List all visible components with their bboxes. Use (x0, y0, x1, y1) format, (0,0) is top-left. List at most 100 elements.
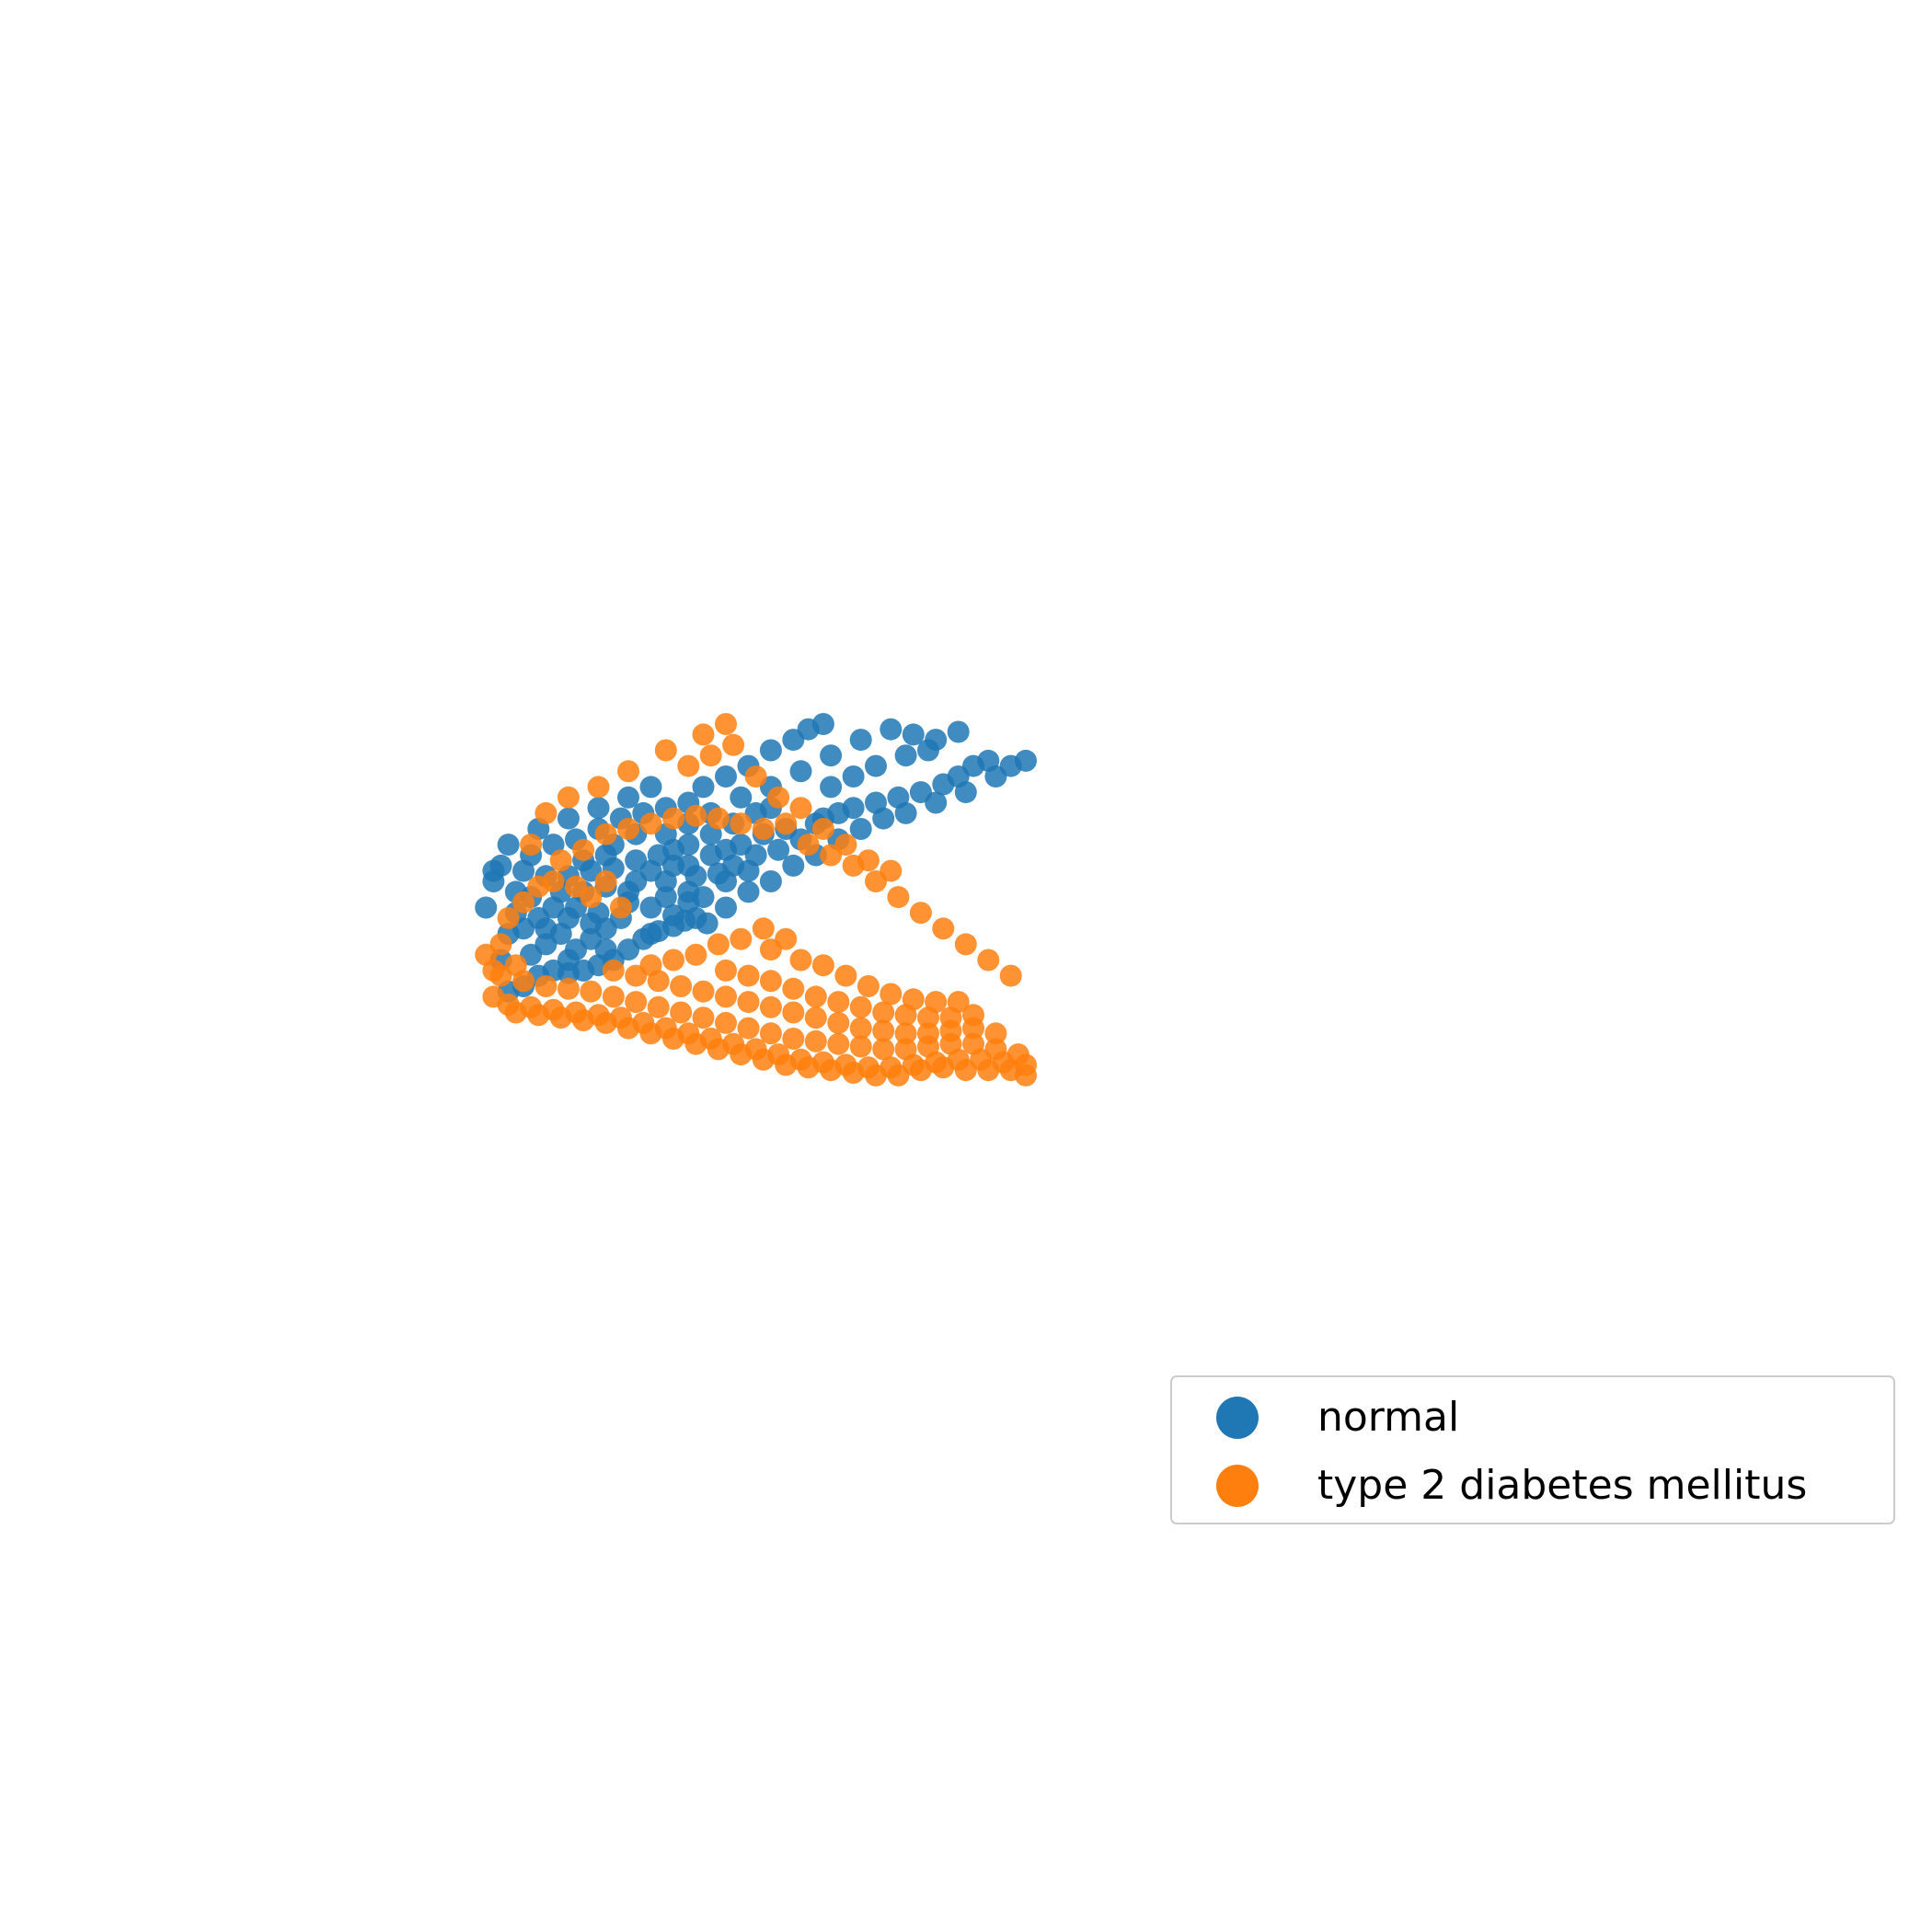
point-type-2-diabetes-mellitus (797, 1056, 820, 1079)
point-type-2-diabetes-mellitus (715, 713, 737, 735)
point-normal (880, 718, 903, 741)
point-normal (849, 818, 872, 840)
point-type-2-diabetes-mellitus (759, 995, 782, 1018)
point-type-2-diabetes-mellitus (834, 834, 857, 857)
point-normal (865, 754, 887, 777)
point-normal (894, 744, 917, 767)
point-normal (744, 844, 767, 867)
point-normal (842, 765, 865, 788)
point-type-2-diabetes-mellitus (535, 975, 558, 997)
point-normal (1015, 749, 1037, 772)
point-normal (497, 834, 520, 857)
point-type-2-diabetes-mellitus (857, 975, 880, 997)
point-type-2-diabetes-mellitus (549, 849, 572, 872)
point-normal (715, 765, 737, 788)
point-type-2-diabetes-mellitus (775, 1053, 798, 1076)
point-type-2-diabetes-mellitus (857, 849, 880, 872)
point-type-2-diabetes-mellitus (909, 902, 932, 925)
point-normal (842, 797, 865, 820)
point-type-2-diabetes-mellitus (849, 995, 872, 1018)
point-type-2-diabetes-mellitus (497, 906, 520, 929)
point-type-2-diabetes-mellitus (504, 954, 527, 977)
point-type-2-diabetes-mellitus (880, 859, 903, 882)
point-normal (580, 912, 603, 935)
point-normal (820, 776, 843, 799)
point-type-2-diabetes-mellitus (804, 985, 827, 1008)
point-type-2-diabetes-mellitus (520, 834, 543, 857)
point-type-2-diabetes-mellitus (872, 1001, 895, 1024)
point-type-2-diabetes-mellitus (684, 804, 707, 827)
point-normal (617, 786, 639, 809)
point-type-2-diabetes-mellitus (692, 980, 715, 1003)
point-normal (715, 870, 737, 892)
point-normal (767, 838, 790, 861)
point-type-2-diabetes-mellitus (804, 1029, 827, 1052)
point-type-2-diabetes-mellitus (834, 964, 857, 987)
point-type-2-diabetes-mellitus (767, 786, 790, 809)
point-type-2-diabetes-mellitus (549, 1006, 572, 1029)
point-normal (662, 904, 684, 926)
point-type-2-diabetes-mellitus (654, 739, 677, 762)
point-type-2-diabetes-mellitus (692, 1006, 715, 1029)
point-type-2-diabetes-mellitus (880, 983, 903, 1006)
point-normal (954, 781, 977, 804)
point-type-2-diabetes-mellitus (865, 1064, 887, 1087)
point-type-2-diabetes-mellitus (639, 1022, 662, 1045)
legend-label-type-2-diabetes-mellitus: type 2 diabetes mellitus (1317, 1462, 1808, 1509)
point-normal (917, 739, 939, 762)
point-normal (789, 760, 812, 783)
point-type-2-diabetes-mellitus (752, 818, 775, 840)
point-type-2-diabetes-mellitus (789, 949, 812, 972)
point-type-2-diabetes-mellitus (670, 1001, 693, 1024)
point-normal (872, 807, 895, 830)
point-type-2-diabetes-mellitus (827, 991, 850, 1014)
point-type-2-diabetes-mellitus (670, 975, 693, 997)
point-type-2-diabetes-mellitus (902, 988, 925, 1011)
point-normal (947, 720, 970, 743)
point-type-2-diabetes-mellitus (849, 1035, 872, 1058)
point-type-2-diabetes-mellitus (977, 949, 1000, 972)
point-normal (639, 859, 662, 882)
point-normal (677, 891, 700, 914)
point-normal (639, 776, 662, 799)
point-normal (557, 949, 580, 972)
point-normal (820, 744, 843, 767)
point-normal (482, 859, 505, 882)
point-type-2-diabetes-mellitus (602, 959, 625, 982)
point-type-2-diabetes-mellitus (954, 933, 977, 956)
point-type-2-diabetes-mellitus (602, 985, 625, 1008)
point-normal (639, 923, 662, 945)
point-type-2-diabetes-mellitus (752, 1048, 775, 1071)
point-type-2-diabetes-mellitus (820, 1059, 843, 1082)
point-type-2-diabetes-mellitus (639, 812, 662, 835)
point-type-2-diabetes-mellitus (707, 1038, 730, 1061)
point-type-2-diabetes-mellitus (594, 1011, 617, 1034)
point-type-2-diabetes-mellitus (699, 744, 722, 767)
legend-marker-normal (1216, 1397, 1259, 1439)
points-layer (475, 713, 1037, 1087)
point-type-2-diabetes-mellitus (722, 733, 745, 756)
point-type-2-diabetes-mellitus (984, 1022, 1007, 1045)
point-normal (557, 906, 580, 929)
point-normal (902, 723, 925, 746)
point-type-2-diabetes-mellitus (849, 1017, 872, 1040)
point-type-2-diabetes-mellitus (594, 870, 617, 892)
point-type-2-diabetes-mellitus (737, 991, 760, 1014)
point-type-2-diabetes-mellitus (617, 818, 639, 840)
point-type-2-diabetes-mellitus (677, 754, 700, 777)
legend-marker-type-2-diabetes-mellitus (1216, 1465, 1259, 1507)
point-type-2-diabetes-mellitus (617, 1017, 639, 1040)
point-normal (715, 896, 737, 919)
point-type-2-diabetes-mellitus (542, 870, 565, 892)
point-type-2-diabetes-mellitus (482, 959, 505, 982)
point-type-2-diabetes-mellitus (684, 943, 707, 966)
point-type-2-diabetes-mellitus (811, 954, 834, 977)
point-type-2-diabetes-mellitus (707, 807, 730, 830)
point-type-2-diabetes-mellitus (730, 927, 753, 950)
point-type-2-diabetes-mellitus (894, 1038, 917, 1061)
point-type-2-diabetes-mellitus (737, 1017, 760, 1040)
series-normal (475, 713, 1037, 1003)
point-type-2-diabetes-mellitus (594, 822, 617, 845)
point-type-2-diabetes-mellitus (759, 1022, 782, 1045)
